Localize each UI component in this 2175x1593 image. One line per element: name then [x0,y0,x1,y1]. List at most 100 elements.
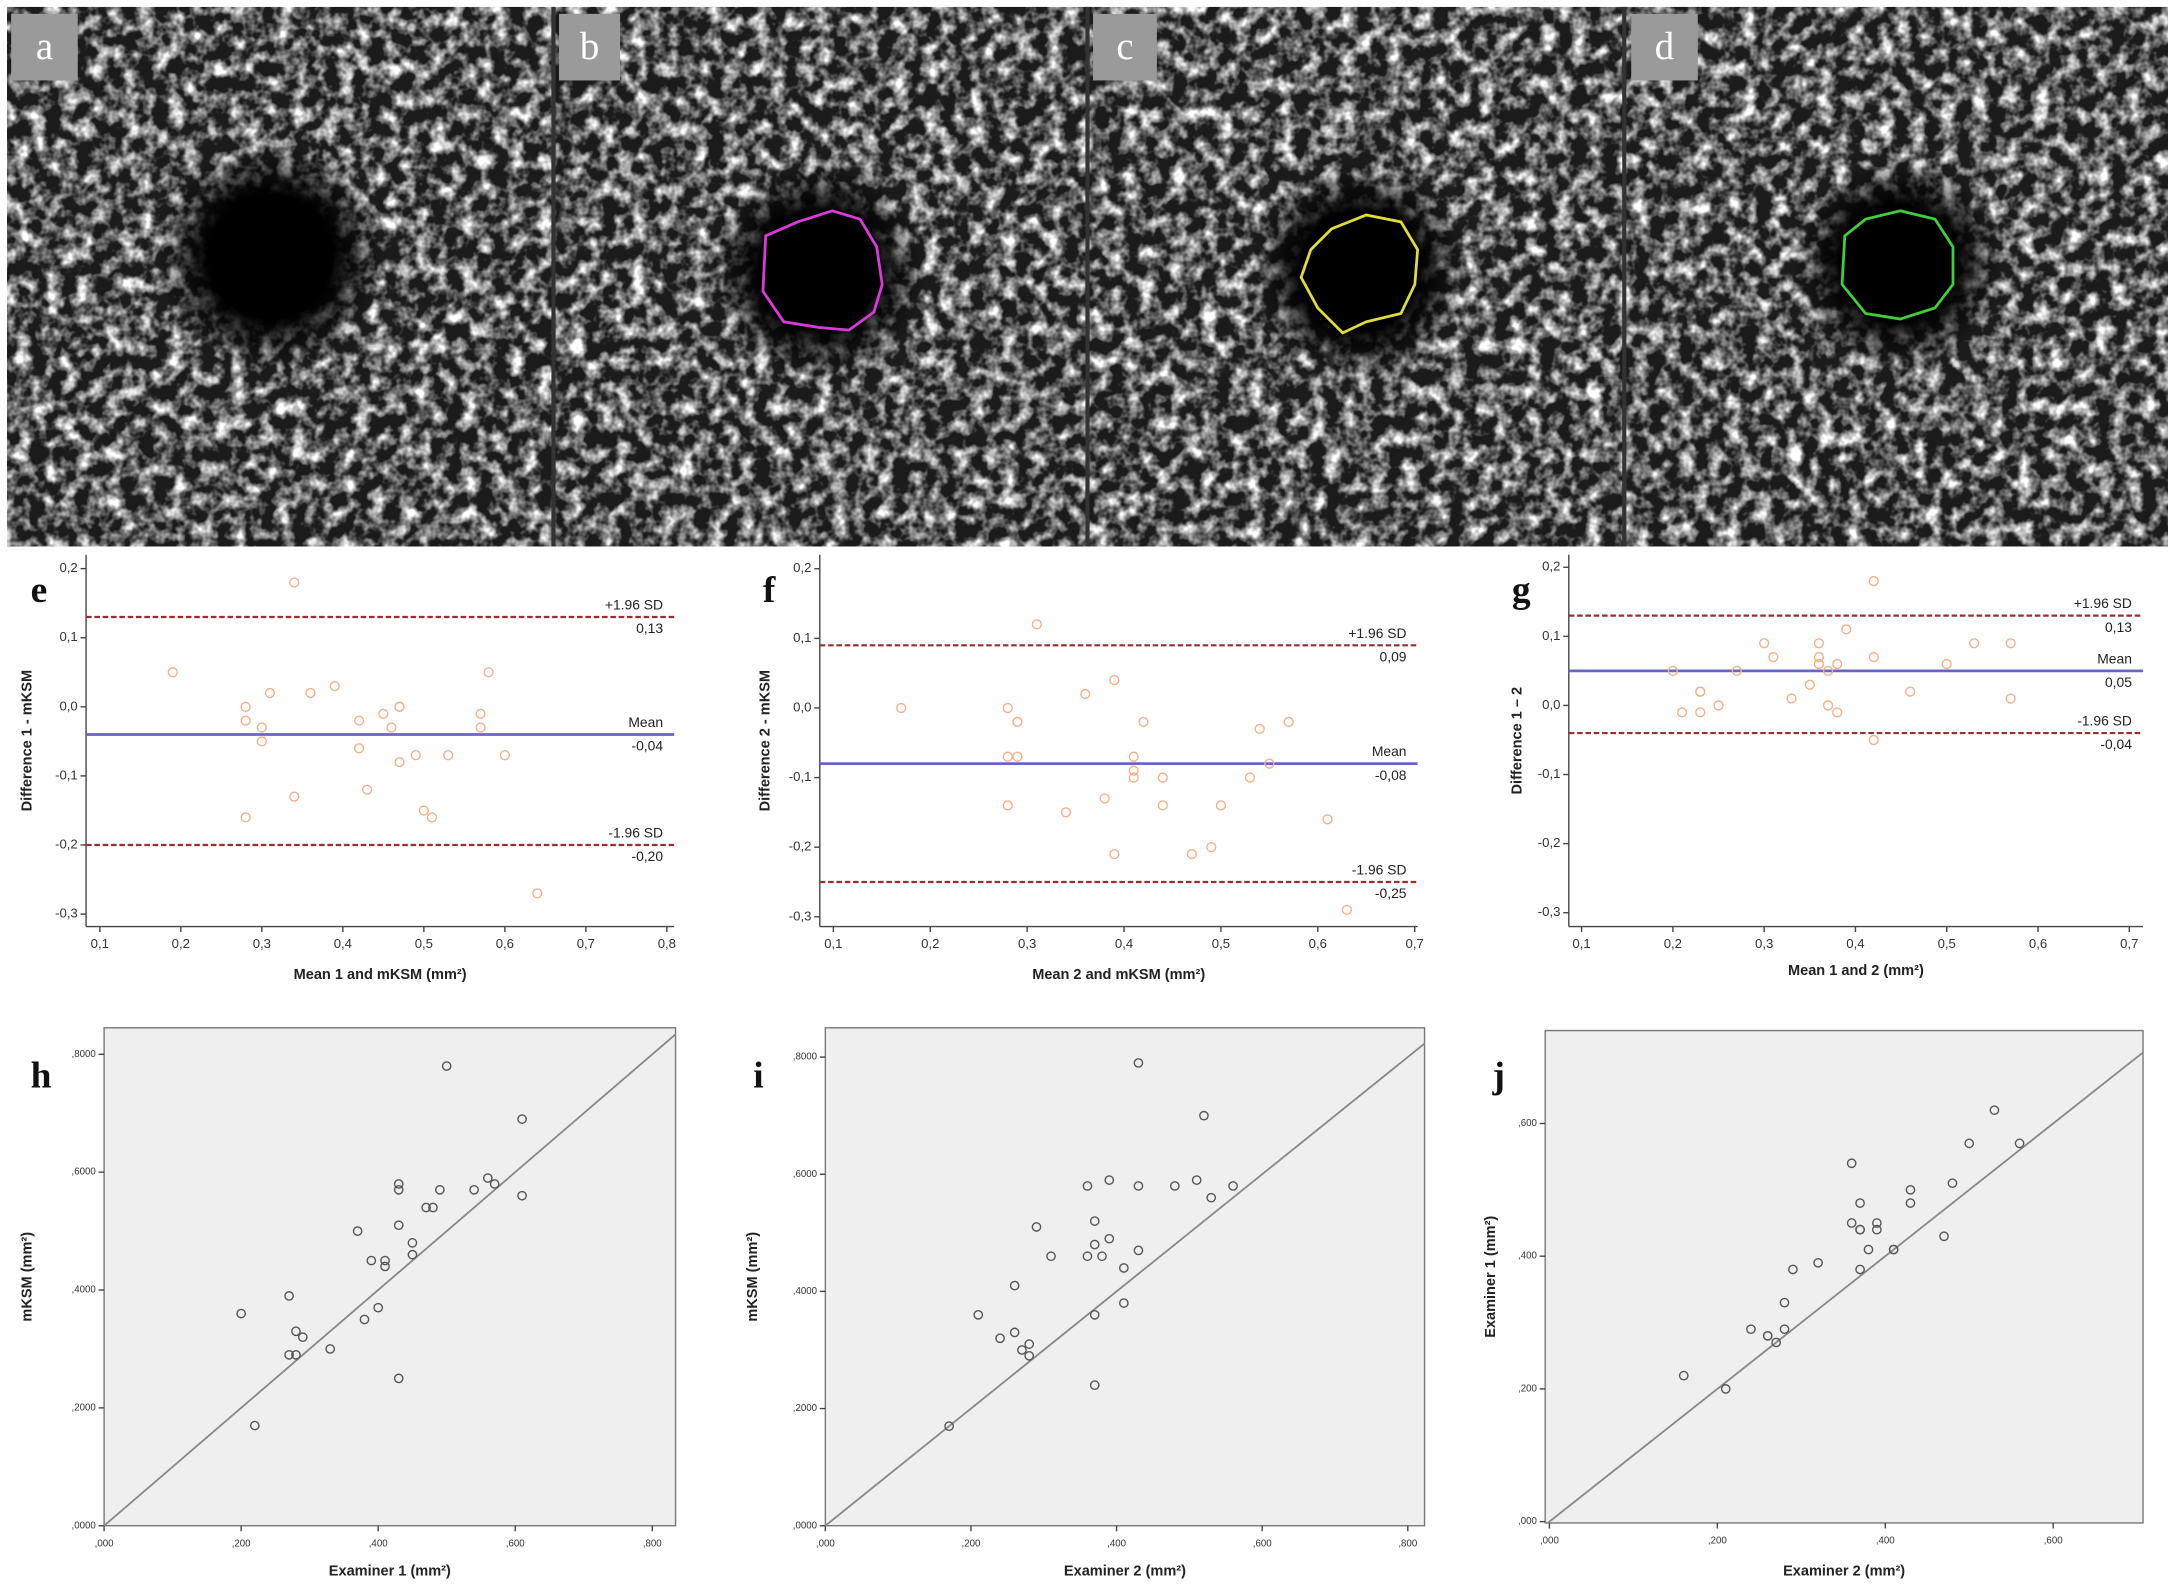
point [1138,716,1149,728]
foveal-zone [1251,162,1468,379]
y-axis-label: mKSM (mm²) [745,1232,761,1322]
reference-value: -0,25 [1375,885,1407,901]
y-tick-label: 0,2 [793,560,811,575]
reference-name: +1.96 SD [605,597,663,613]
point [1855,1264,1865,1275]
y-tick-label: ,2000 [793,1403,818,1414]
x-tick-label: 0,6 [496,936,514,951]
reference-name: Mean [2097,650,2132,666]
point [1206,1192,1217,1203]
point [366,1255,377,1266]
point [1720,1384,1731,1394]
point [325,1344,336,1354]
point [441,1061,452,1071]
identity-line [824,1042,1426,1527]
point [1905,1184,1916,1195]
point [1012,716,1023,728]
point [421,1202,431,1213]
point [256,736,267,747]
point [1128,751,1139,762]
x-tick-label: ,000 [95,1538,114,1549]
point [1133,1245,1144,1256]
point [1133,1181,1144,1191]
x-tick-label: 0,2 [921,936,939,951]
point [1002,702,1013,714]
point [1822,700,1834,711]
point [1947,1178,1958,1189]
point [1099,793,1110,804]
point [2014,1138,2025,1149]
point [1762,1330,1773,1341]
x-tick-label: ,400 [369,1538,388,1549]
panel-label: d [1655,25,1674,68]
faz-outline [1840,209,1955,321]
y-tick-label: -0,2 [55,836,78,851]
x-tick-label: 0,2 [172,936,190,951]
point [240,812,251,823]
x-tick-label: ,600 [1253,1538,1272,1549]
reference-value: 0,13 [2105,619,2132,635]
point [1215,800,1227,811]
y-tick-label: ,6000 [793,1169,818,1180]
point [353,743,365,754]
point [359,1314,370,1325]
point [289,577,300,588]
point [394,756,405,768]
point [289,791,300,802]
x-tick-label: 0,1 [1572,936,1590,951]
point [240,701,251,712]
point [896,702,907,714]
point [489,1179,500,1189]
point [1097,1251,1107,1262]
point [1989,1105,2000,1116]
point [1832,707,1843,718]
point [1804,679,1815,690]
x-tick-label: 0,4 [1846,936,1864,951]
point [1713,700,1724,711]
point [1119,1298,1129,1308]
point [517,1190,527,1201]
reference-value: -0,04 [2100,736,2132,752]
x-tick-label: ,400 [1107,1538,1126,1549]
y-tick-label: ,400 [1518,1251,1537,1262]
foveal-zone [156,142,385,371]
y-tick-label: ,0000 [72,1520,97,1531]
reference-value: 0,13 [636,620,663,636]
point [380,1261,390,1272]
point [1104,1233,1115,1244]
x-tick-label: 0,5 [415,936,433,951]
point [1341,904,1353,915]
point [1283,716,1294,728]
y-tick-label: -0,1 [55,767,78,782]
point [352,1226,363,1236]
x-tick-label: 0,4 [334,936,352,951]
point [469,1184,479,1195]
panel-label-box [1093,13,1157,81]
point [256,722,267,733]
panel-letter: i [753,1056,763,1097]
point [236,1308,246,1319]
point [240,715,251,726]
reference-name: -1.96 SD [608,825,663,841]
panel-letter: g [1512,570,1531,611]
point [1855,1198,1865,1208]
x-axis-label: Mean 1 and mKSM (mm²) [294,967,467,983]
x-tick-label: 0,6 [2029,936,2047,951]
point [428,1202,438,1213]
reference-value: -0,08 [1375,767,1407,783]
y-tick-label: -0,3 [1538,904,1561,919]
point [362,784,373,795]
point [1905,1198,1916,1208]
x-tick-label: 0,7 [577,936,595,951]
point [1109,674,1120,686]
point [1855,1224,1865,1235]
point [380,1255,390,1266]
y-tick-label: -0,2 [1538,835,1561,850]
point [1695,707,1706,718]
point [475,708,486,719]
point [1322,814,1333,825]
point [1941,658,1952,670]
point [1128,765,1139,776]
point [1017,1345,1027,1355]
panel-letter: h [31,1056,52,1097]
